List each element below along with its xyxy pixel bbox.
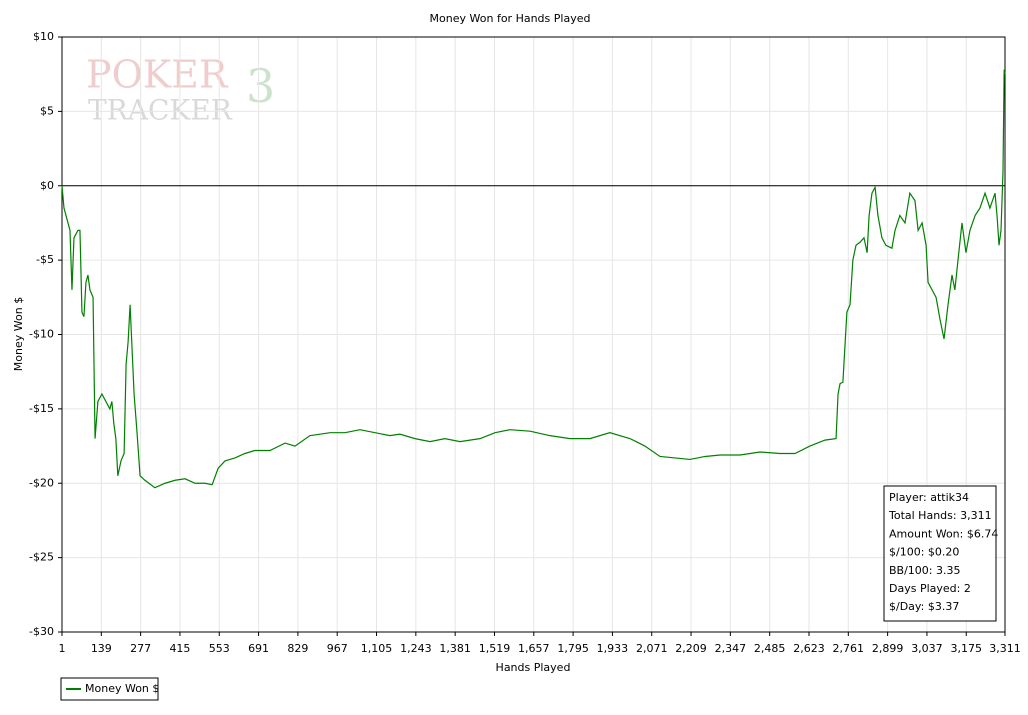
x-tick-label: 1,243 [400,642,432,655]
x-tick-label: 1,657 [518,642,550,655]
x-tick-label: 1,933 [597,642,629,655]
x-tick-label: 277 [130,642,151,655]
legend-label: Money Won $ [85,682,159,695]
y-tick-label: -$5 [36,253,54,266]
x-tick-label: 139 [91,642,112,655]
x-tick-label: 1 [59,642,66,655]
y-tick-label: -$15 [29,402,54,415]
stats-text: $/100: $0.20 [889,546,959,559]
stats-text: $/Day: $3.37 [889,600,959,613]
x-tick-label: 2,623 [793,642,825,655]
y-tick-label: -$10 [29,328,54,341]
logo: POKER TRACKER 3 [86,53,275,127]
y-tick-label: -$30 [29,625,54,638]
chart-title: Money Won for Hands Played [430,12,591,25]
y-tick-label: $0 [40,179,54,192]
stats-text: Amount Won: $6.74 [889,527,998,540]
x-tick-label: 3,175 [951,642,983,655]
x-tick-label: 1,381 [439,642,471,655]
legend-box [60,677,159,701]
logo-text: 3 [246,59,275,113]
x-tick-label: 967 [327,642,348,655]
data-line [61,69,1006,489]
x-tick-label: 2,899 [872,642,904,655]
y-tick-label: $10 [33,30,54,43]
x-tick-label: 1,795 [557,642,589,655]
y-tick-label: -$20 [29,476,54,489]
x-tick-label: 3,037 [911,642,943,655]
x-tick-label: 2,485 [754,642,786,655]
x-tick-label: 1,519 [479,642,511,655]
x-tick-label: 415 [169,642,190,655]
stats-text: Total Hands: 3,311 [888,509,992,522]
x-tick-label: 2,071 [636,642,668,655]
stats-text: BB/100: 3.35 [889,564,961,577]
x-tick-label: 2,209 [675,642,707,655]
logo-text: TRACKER [88,94,233,127]
stats-text: Player: attik34 [889,491,969,504]
y-tick-label: $5 [40,104,54,117]
plot-border [61,36,1006,633]
x-tick-label: 2,347 [715,642,747,655]
x-tick-label: 691 [248,642,269,655]
x-tick-label: 829 [287,642,308,655]
y-tick-label: -$25 [29,551,54,564]
y-axis-label: Money Won $ [12,297,25,371]
stats-text: Days Played: 2 [889,582,971,595]
logo-text: POKER [86,53,229,97]
stats-box [883,485,997,622]
x-tick-label: 553 [209,642,230,655]
x-axis-label: Hands Played [496,661,571,674]
x-tick-label: 3,311 [989,642,1021,655]
x-tick-label: 1,105 [361,642,393,655]
x-tick-label: 2,761 [833,642,865,655]
